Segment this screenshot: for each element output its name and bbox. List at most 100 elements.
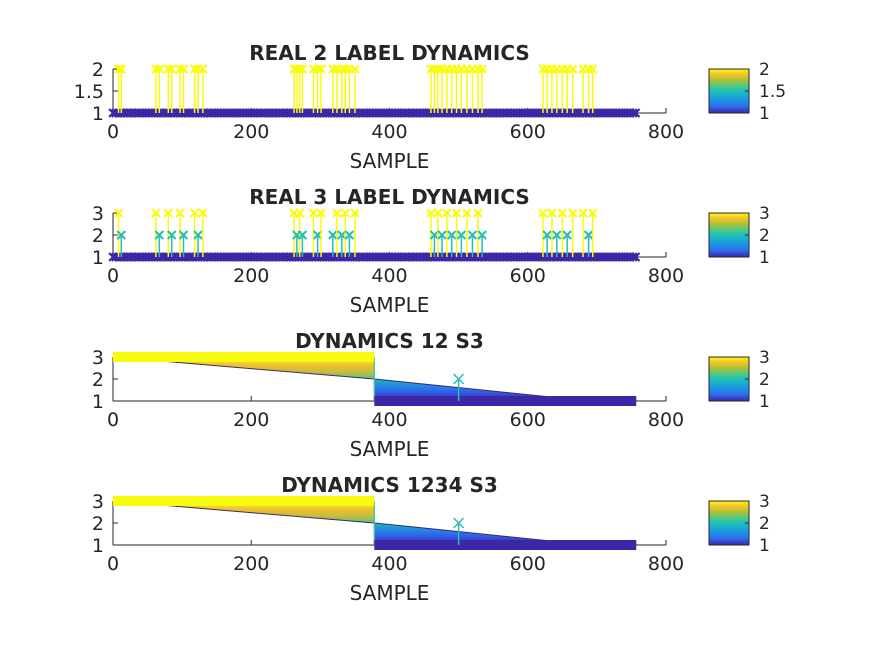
y-tick-label: 1	[92, 535, 104, 557]
colorbar-tick-label: 1.5	[759, 82, 786, 102]
x-tick-label: 200	[233, 121, 269, 143]
stem-marker	[116, 230, 127, 240]
colorbar-tick-label: 1	[759, 392, 770, 412]
stem-marker	[350, 208, 360, 218]
stem-marker	[429, 64, 440, 74]
stem-marker	[426, 64, 436, 74]
stem-marker	[189, 64, 200, 74]
stem-marker	[332, 208, 342, 218]
x-axis-label: SAMPLE	[350, 581, 430, 605]
chart-title: DYNAMICS 1234 S3	[281, 473, 498, 497]
stem-marker	[542, 230, 552, 240]
stem-marker	[167, 230, 177, 240]
colorbar-tick-label: 1	[759, 104, 770, 124]
y-tick-label: 1	[92, 391, 104, 413]
stem-marker	[328, 230, 338, 240]
stem-marker	[433, 208, 443, 218]
x-tick-label: 400	[371, 121, 407, 143]
segment-band-low	[374, 540, 637, 550]
chart-panel-2: REAL 3 LABEL DYNAMICS 0 200 400 600 800 12 3 SAM…	[92, 185, 770, 317]
stem-marker	[189, 208, 200, 218]
stem-marker	[344, 230, 355, 240]
x-axis-label: SAMPLE	[350, 437, 430, 461]
chart-title: DYNAMICS 12 S3	[295, 329, 484, 353]
stem-marker	[567, 64, 578, 74]
stem-marker	[154, 230, 165, 240]
x-tick-label: 400	[371, 265, 407, 287]
x-tick-label: 600	[510, 409, 546, 431]
colorbar-tick-label: 3	[759, 492, 770, 512]
stem-marker	[567, 208, 578, 218]
segment-band-high	[113, 496, 375, 506]
chart-title: REAL 3 LABEL DYNAMICS	[249, 185, 530, 209]
x-tick-label: 800	[648, 409, 684, 431]
stem-marker	[316, 64, 326, 74]
stem-marker	[583, 230, 594, 240]
stem-marker	[337, 64, 347, 74]
stem-marker	[467, 230, 478, 240]
x-tick-label: 400	[371, 409, 407, 431]
x-tick-label: 0	[107, 409, 119, 431]
stem-marker	[557, 208, 568, 218]
stem-marker	[451, 208, 462, 218]
x-axis-label: SAMPLE	[350, 293, 430, 317]
x-tick-label: 800	[648, 121, 684, 143]
stem-marker	[198, 64, 208, 74]
stem-marker	[163, 208, 174, 218]
colorbar	[708, 212, 750, 258]
x-tick-label: 0	[107, 265, 119, 287]
stem-marker	[477, 64, 487, 74]
y-tick-label: 3	[92, 203, 104, 225]
colorbar-tick-label: 1	[759, 248, 770, 268]
y-tick-label: 2	[92, 59, 104, 81]
stem-marker	[198, 208, 208, 218]
stem-marker	[167, 64, 177, 74]
stem-marker	[178, 64, 189, 74]
stem-marker	[312, 64, 323, 74]
stem-marker	[588, 64, 598, 74]
stem-marker	[163, 64, 174, 74]
segment-band-low	[374, 396, 637, 406]
stem-marker	[340, 208, 350, 218]
stem-marker	[538, 208, 548, 218]
colorbar	[708, 356, 750, 402]
stem-marker	[154, 64, 165, 74]
y-tick-label: 1	[92, 103, 104, 125]
x-tick-label: 800	[648, 265, 684, 287]
outlier-marker	[453, 373, 465, 385]
x-tick-label: 800	[648, 553, 684, 575]
colorbar-tick-label: 1	[759, 536, 770, 556]
colorbar-tick-label: 2	[759, 226, 770, 246]
chart-panel-4: DYNAMICS 1234 S30 200 400 600 800123SAMPLE12…	[92, 473, 770, 605]
stem-marker	[113, 208, 124, 218]
stem-marker	[456, 230, 467, 240]
colorbar-tick-label: 2	[759, 370, 770, 390]
y-tick-label: 1.5	[74, 81, 104, 103]
stem-marker	[442, 208, 452, 218]
stem-marker	[178, 230, 189, 240]
x-tick-label: 400	[371, 553, 407, 575]
stem-marker	[297, 230, 308, 240]
stem-marker	[447, 230, 457, 240]
outlier-marker	[453, 517, 465, 529]
chart-title: REAL 2 LABEL DYNAMICS	[249, 41, 530, 65]
colorbar	[708, 68, 750, 114]
x-axis-label: SAMPLE	[350, 149, 430, 173]
y-tick-label: 2	[92, 513, 104, 535]
y-tick-label: 3	[92, 491, 104, 513]
x-tick-label: 200	[233, 409, 269, 431]
stem-marker	[462, 208, 472, 218]
x-tick-label: 200	[233, 265, 269, 287]
stem-marker	[473, 208, 483, 218]
x-tick-label: 600	[510, 121, 546, 143]
stem-marker	[193, 230, 203, 240]
stem-marker	[562, 230, 572, 240]
stem-marker	[552, 230, 562, 240]
y-tick-label: 3	[92, 347, 104, 369]
stem-marker	[297, 64, 308, 74]
x-tick-label: 600	[510, 265, 546, 287]
stem-marker	[175, 208, 185, 218]
stem-marker	[337, 230, 347, 240]
